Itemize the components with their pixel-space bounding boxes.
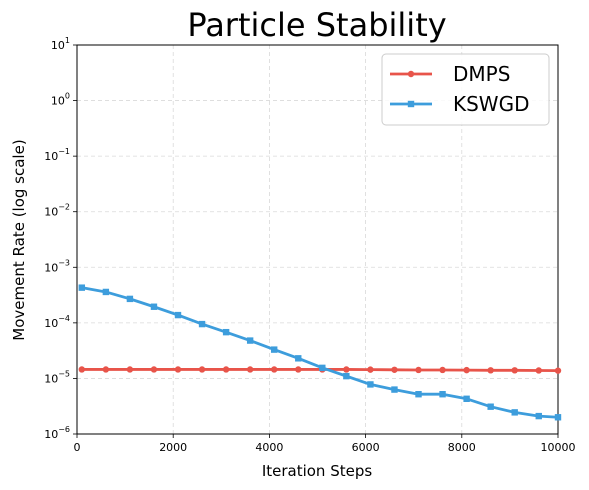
data-point-kswgd xyxy=(554,414,562,421)
x-axis-ticks: 0 2000 4000 6000 8000 10000 xyxy=(74,434,576,454)
data-point-kswgd xyxy=(391,386,398,393)
legend-label-kswgd: KSWGD xyxy=(453,92,529,116)
data-point-dmps xyxy=(150,366,158,373)
data-point-dmps xyxy=(367,366,374,373)
y-axis-label: Movement Rate (log scale) xyxy=(10,139,28,340)
y-tick-label: 10−6 xyxy=(44,425,70,441)
data-point-dmps xyxy=(511,367,518,374)
data-point-dmps xyxy=(126,366,134,373)
data-point-kswgd xyxy=(150,303,158,310)
series-layer xyxy=(78,284,562,421)
data-point-dmps xyxy=(463,366,470,374)
data-point-kswgd xyxy=(126,295,134,303)
legend: DMPS KSWGD xyxy=(381,53,550,126)
data-point-dmps xyxy=(174,366,182,373)
data-point-kswgd xyxy=(535,412,542,420)
plot-frame xyxy=(76,44,559,435)
legend-marker-kswgd xyxy=(407,100,415,108)
x-tick-label: 6000 xyxy=(352,441,380,454)
data-point-dmps xyxy=(343,366,350,373)
data-point-dmps xyxy=(78,366,86,373)
x-axis-label: Iteration Steps xyxy=(262,462,373,480)
data-point-dmps xyxy=(415,366,422,374)
data-point-kswgd xyxy=(319,364,326,372)
y-tick-label: 10−2 xyxy=(44,203,70,219)
data-point-dmps xyxy=(535,367,542,374)
data-point-dmps xyxy=(391,366,398,373)
data-point-dmps xyxy=(102,366,110,373)
data-point-kswgd xyxy=(511,409,518,416)
y-tick-label: 10−1 xyxy=(44,147,70,163)
data-point-kswgd xyxy=(271,346,278,353)
y-tick-label: 10−5 xyxy=(44,369,70,385)
data-point-kswgd xyxy=(487,403,494,410)
data-point-kswgd xyxy=(343,372,350,380)
data-point-kswgd xyxy=(367,381,374,388)
legend-marker-dmps xyxy=(407,70,415,78)
y-axis-ticks: 101 100 10−1 10−2 10−3 10−4 10−5 10−6 xyxy=(44,36,77,441)
data-point-kswgd xyxy=(174,311,182,319)
data-point-dmps xyxy=(487,367,494,374)
x-tick-label: 0 xyxy=(74,441,81,454)
data-point-dmps xyxy=(439,366,446,374)
y-tick-label: 101 xyxy=(51,36,70,52)
data-point-dmps xyxy=(554,367,562,374)
y-tick-label: 100 xyxy=(51,92,70,108)
x-tick-label: 2000 xyxy=(159,441,187,454)
data-point-kswgd xyxy=(198,320,206,328)
data-point-kswgd xyxy=(222,328,230,336)
data-point-kswgd xyxy=(295,355,302,362)
x-tick-label: 4000 xyxy=(255,441,283,454)
data-point-kswgd xyxy=(246,337,254,344)
y-tick-label: 10−4 xyxy=(44,314,70,330)
data-point-kswgd xyxy=(415,391,422,398)
data-point-dmps xyxy=(198,366,206,373)
data-point-dmps xyxy=(222,366,230,373)
data-point-dmps xyxy=(271,366,278,373)
legend-box xyxy=(381,53,550,126)
x-tick-label: 8000 xyxy=(448,441,476,454)
data-point-kswgd xyxy=(439,391,446,398)
x-tick-label: 10000 xyxy=(541,441,576,454)
data-point-dmps xyxy=(295,366,302,373)
y-tick-label: 10−3 xyxy=(44,258,70,274)
data-point-kswgd xyxy=(102,288,110,296)
data-point-kswgd xyxy=(78,284,86,291)
data-point-kswgd xyxy=(463,395,470,402)
chart-title: Particle Stability xyxy=(187,6,446,44)
data-point-dmps xyxy=(246,366,254,373)
legend-label-dmps: DMPS xyxy=(453,62,510,86)
